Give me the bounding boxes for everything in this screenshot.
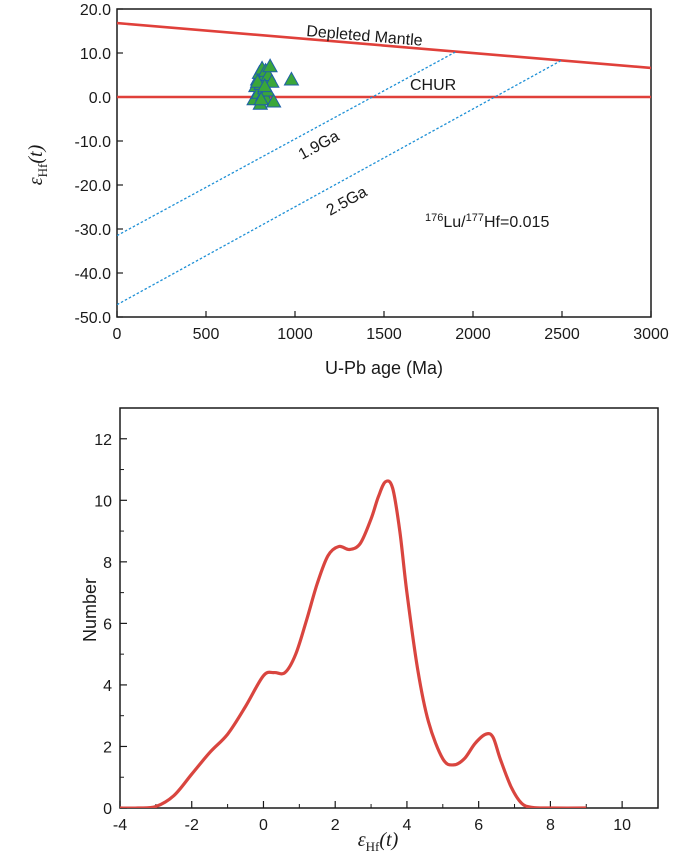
chart2-series: [120, 479, 587, 808]
data-point: [249, 73, 266, 88]
y-tick-label: 10: [94, 493, 112, 510]
x-tick-label: 4: [402, 817, 411, 834]
x-tick-label: 6: [474, 817, 483, 834]
lu-hf-ratio-annotation: 176Lu/177Hf=0.015: [425, 212, 549, 231]
data-point: [253, 91, 270, 106]
data-point: [283, 71, 300, 86]
y-tick-label: 0.0: [89, 90, 111, 107]
density-curve: [120, 479, 587, 808]
x-tick-label: -4: [113, 817, 127, 834]
x-tick-label: 2000: [455, 326, 491, 343]
data-point: [265, 93, 282, 108]
x-axis-label-2: εHf(t): [358, 829, 399, 854]
y-tick-label: -10.0: [75, 134, 112, 151]
y-tick-label: -50.0: [75, 310, 112, 327]
x-tick-label: 8: [546, 817, 555, 834]
y-axis-label-2: Number: [80, 578, 100, 642]
y-tick-label: 2: [103, 739, 112, 756]
x-tick-label: -2: [185, 817, 199, 834]
data-point: [256, 77, 273, 93]
reference-line-2-5ga: [117, 59, 563, 306]
chart1-ticks: 0 500 1000 1500 2000 2500 3000 20.0 10.0 0.0 -10.0…: [75, 2, 669, 343]
y-tick-label: 10.0: [80, 46, 111, 63]
plot-frame-1: [116, 8, 652, 318]
x-tick-label: 500: [193, 326, 220, 343]
reference-line-1-9ga: [117, 51, 456, 237]
y-tick-label: -40.0: [75, 266, 112, 283]
y-tick-label: -30.0: [75, 222, 112, 239]
x-tick-label: 3000: [633, 326, 669, 343]
y-tick-label: -20.0: [75, 178, 112, 195]
y-tick-label: 12: [94, 432, 112, 449]
chart-hf-histogram: -4 -2 0 2 4 6 8 10 0 2 4 6 8 10 12 Number εHf(t): [80, 407, 659, 854]
y-tick-label: 4: [103, 678, 112, 695]
data-point: [264, 73, 280, 88]
x-tick-label: 1500: [366, 326, 402, 343]
reference-line-depleted-mantle: [117, 21, 651, 70]
y-tick-label: 20.0: [80, 2, 111, 19]
y-tick-label: 6: [103, 616, 112, 633]
label-chur: CHUR: [410, 77, 456, 94]
x-tick-label: 0: [113, 326, 122, 343]
y-tick-label: 8: [103, 555, 112, 572]
chart-hf-vs-age: 0 500 1000 1500 2000 2500 3000 20.0 10.0 0.0 -10.0…: [25, 2, 669, 378]
plot-frame-2: [119, 407, 659, 809]
chart1-reference-lines: [117, 21, 651, 306]
chart1-points: [246, 58, 300, 110]
y-axis-label-1: εHf(t): [25, 144, 50, 185]
x-tick-label: 2500: [544, 326, 580, 343]
x-tick-label: 2: [331, 817, 340, 834]
x-axis-label-1: U-Pb age (Ma): [325, 358, 443, 378]
x-tick-label: 1000: [277, 326, 313, 343]
y-tick-label: 0: [103, 801, 112, 818]
data-point: [262, 58, 278, 73]
x-tick-label: 0: [259, 817, 268, 834]
x-tick-label: 10: [613, 817, 631, 834]
